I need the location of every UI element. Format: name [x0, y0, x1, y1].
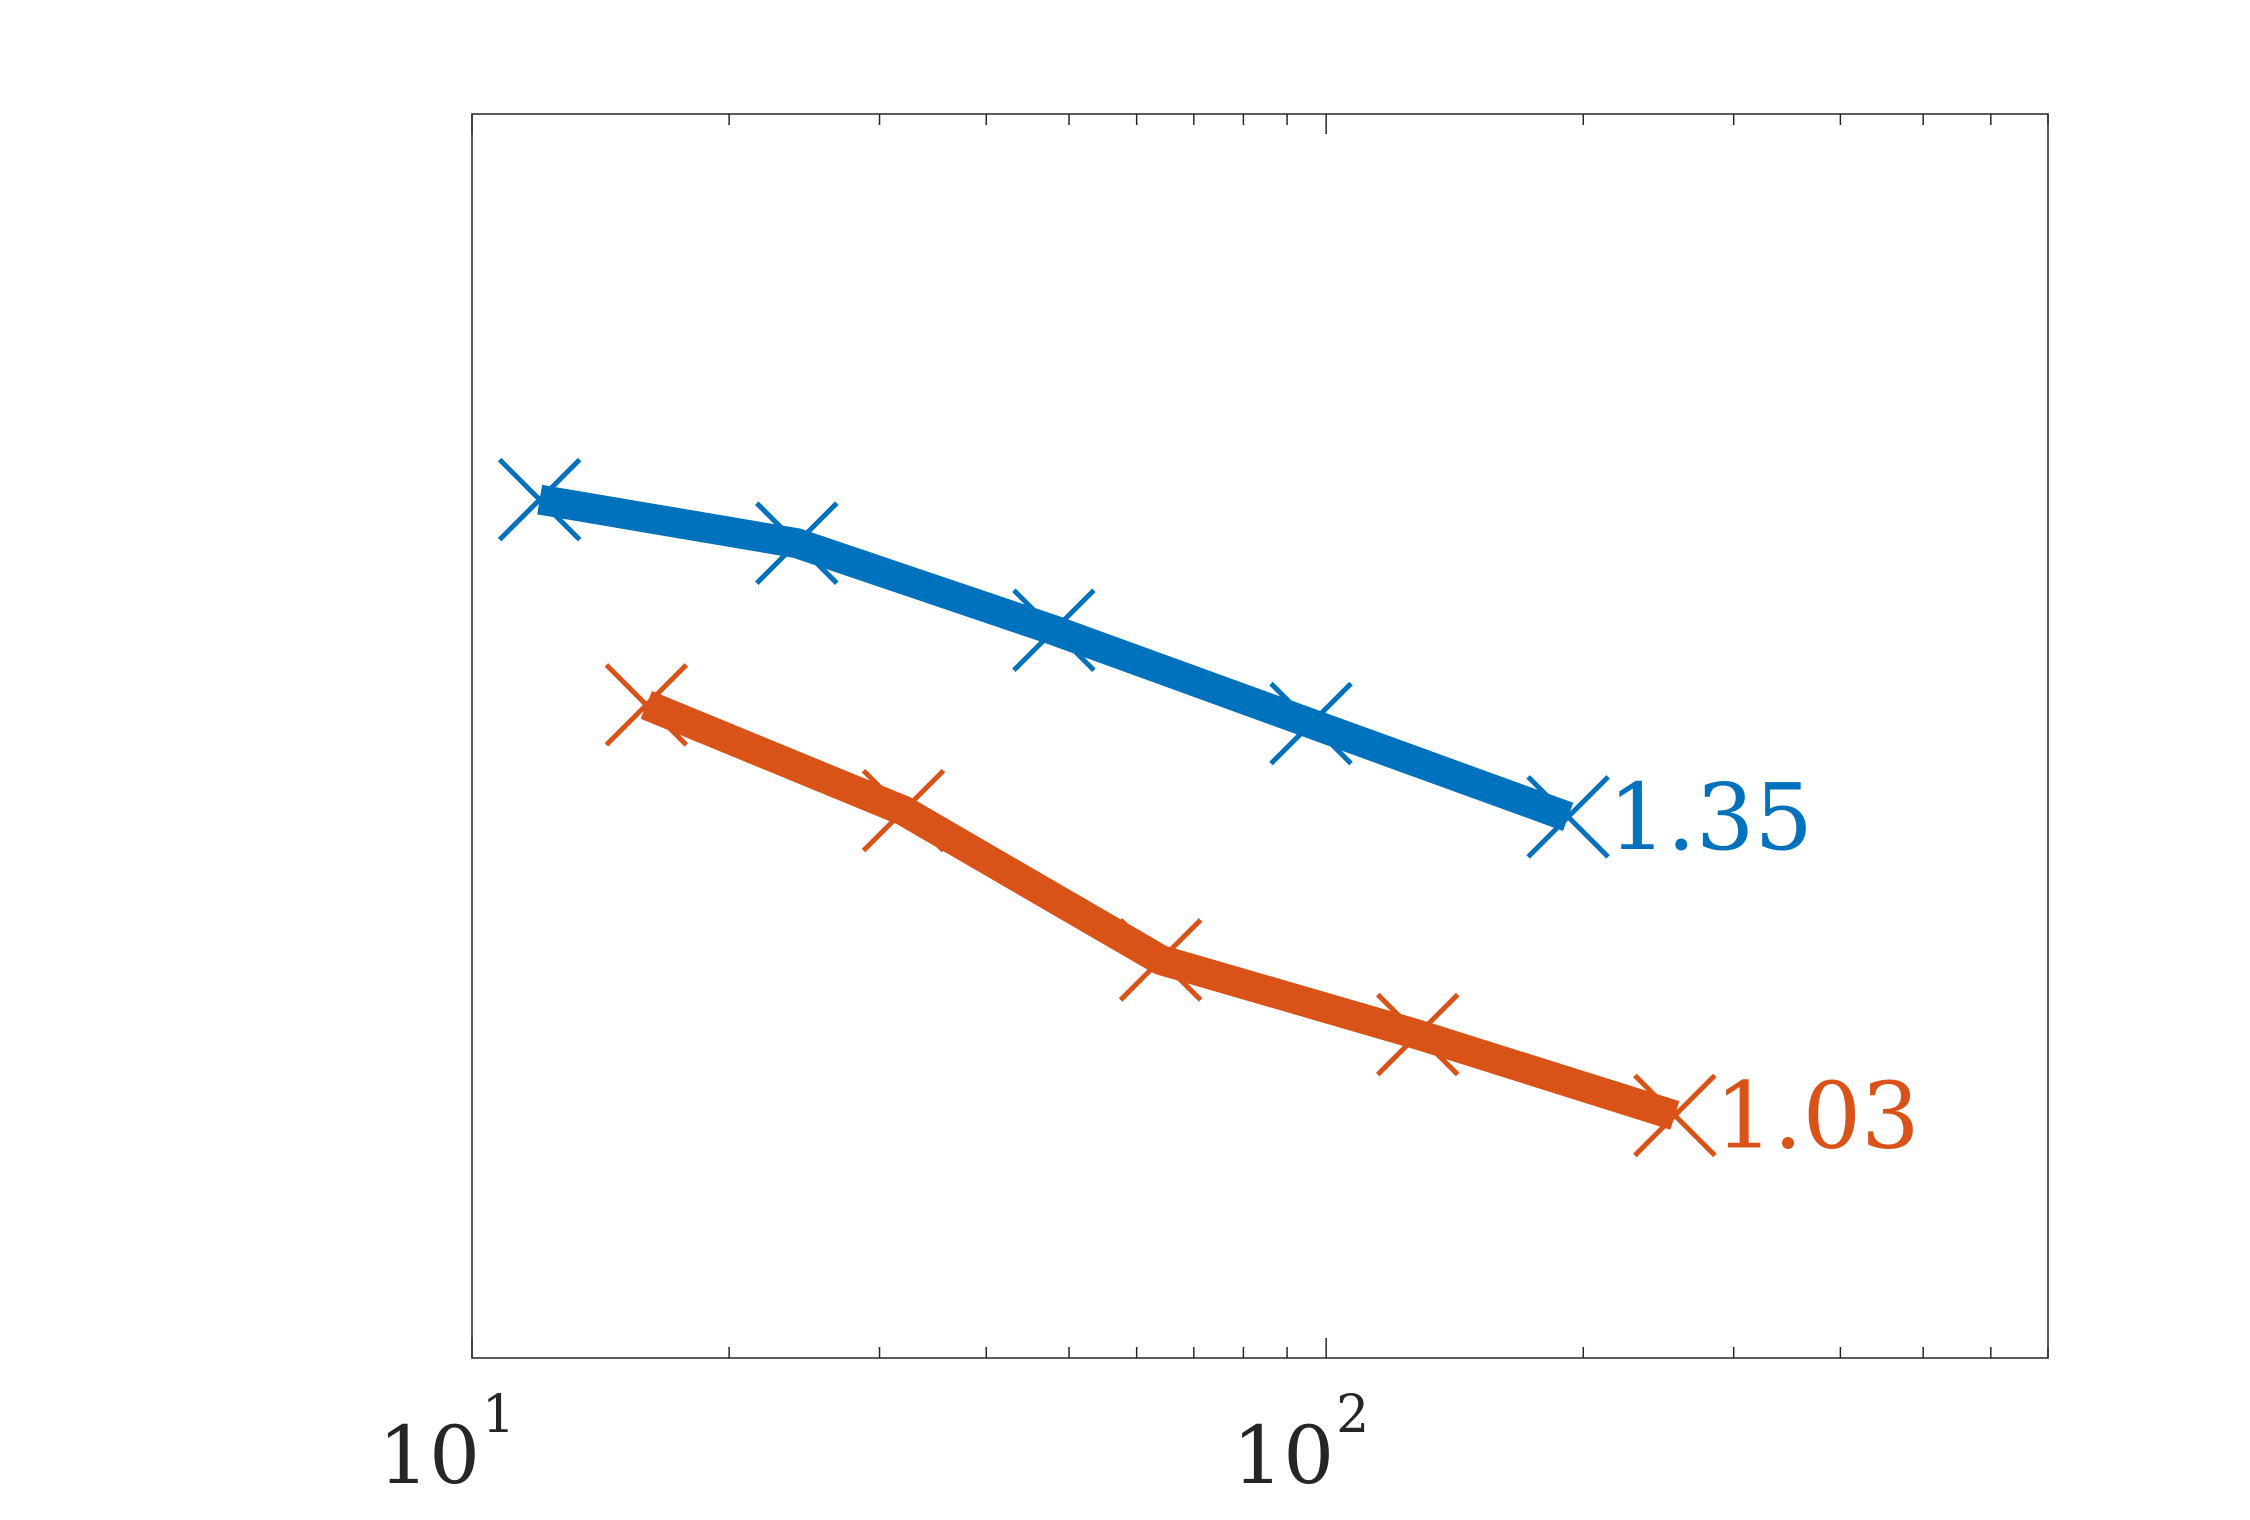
plot-frame: [471, 113, 2049, 1359]
x-tick-label: 10 1: [378, 1385, 515, 1502]
series-1-marker: [1269, 681, 1353, 766]
x-axis-tick-labels: 10 1 10 2: [378, 1385, 1369, 1502]
series-2-marker: [1118, 918, 1203, 1002]
series-2: 1.03: [604, 663, 1920, 1169]
x-axis-ticks: [471, 114, 2049, 1358]
series-1-marker: [1526, 775, 1610, 859]
series-1-marker: [497, 457, 582, 542]
x-tick-label: 10 2: [1232, 1385, 1369, 1502]
series-2-end-label: 1.03: [1715, 1062, 1920, 1169]
series-2-marker: [1375, 992, 1460, 1077]
x-tick-label-exponent: 2: [1336, 1385, 1369, 1445]
series-1-end-label: 1.35: [1608, 764, 1813, 871]
series-2-marker: [604, 663, 689, 747]
series-1: 1.35: [497, 457, 1813, 871]
x-tick-label-exponent: 1: [482, 1385, 515, 1445]
plot-area-border: [471, 113, 2049, 1359]
series-layer: 1.35 1.03: [497, 457, 1920, 1169]
series-2-marker: [861, 768, 946, 853]
series-1-marker: [754, 501, 839, 585]
series-2-marker: [1633, 1073, 1717, 1158]
series-1-marker: [1012, 588, 1096, 673]
x-tick-label-base: 10: [1232, 1409, 1334, 1502]
x-tick-label-base: 10: [378, 1409, 480, 1502]
